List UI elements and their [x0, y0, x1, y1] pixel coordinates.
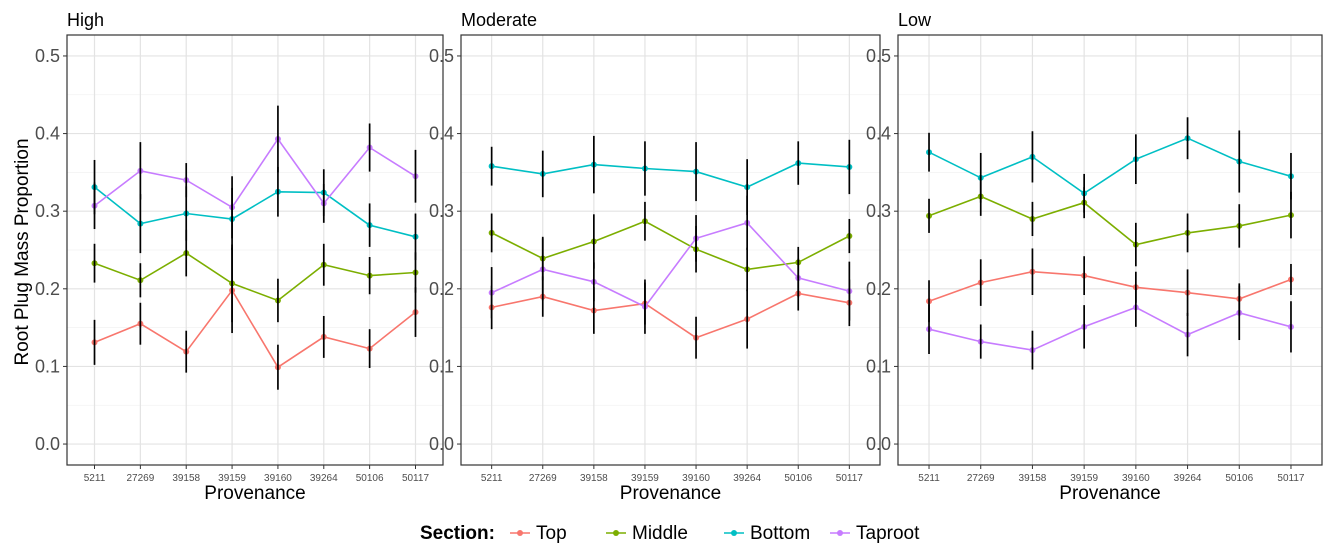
series-line — [94, 288, 416, 369]
x-tick-label: 5211 — [84, 473, 106, 484]
panel-title: Moderate — [461, 10, 537, 30]
y-tick-label: 0.0 — [866, 434, 891, 454]
panel-low: 0.0 0.1 0.2 0.3 0.4 0.5 5211 27269 39158 39159 391… — [866, 10, 1323, 504]
y-tick-label: 0.4 — [35, 124, 60, 144]
panel-border — [460, 34, 881, 466]
y-tick-label: 0.3 — [429, 201, 454, 221]
y-tick-label: 0.5 — [429, 46, 454, 66]
error-bars-taproot — [490, 195, 851, 334]
panel-title: High — [67, 10, 104, 30]
error-bars-taproot — [928, 285, 1292, 370]
y-axis-title: Root Plug Mass Proportion — [12, 138, 33, 365]
error-bars-taproot — [93, 105, 417, 239]
series-line — [491, 221, 850, 308]
y-tick-label: 0.1 — [35, 356, 60, 376]
x-tick-label: 50117 — [402, 473, 430, 484]
x-axis-title: Provenance — [1059, 483, 1160, 504]
legend-label: Top — [536, 523, 567, 544]
x-tick-label: 39160 — [1122, 473, 1150, 484]
x-tick-label: 39158 — [1019, 473, 1047, 484]
x-tick-label: 50106 — [1225, 473, 1253, 484]
series-line — [928, 306, 1292, 351]
y-tick-label: 0.3 — [866, 201, 891, 221]
legend-key-point — [613, 530, 619, 536]
series-top — [926, 268, 1294, 305]
error-bars-bottom — [928, 117, 1292, 213]
series-middle — [926, 193, 1294, 248]
x-tick-label: 27269 — [529, 473, 557, 484]
x-tick-label: 39159 — [218, 473, 246, 484]
x-tick-label: 39159 — [1070, 473, 1098, 484]
series-line — [94, 252, 416, 302]
y-tick-label: 0.4 — [429, 124, 454, 144]
y-tick-label: 0.1 — [866, 356, 891, 376]
x-axis-title: Provenance — [204, 483, 305, 504]
x-tick-label: 39158 — [172, 473, 200, 484]
error-bars-bottom — [490, 135, 851, 216]
x-tick-label: 39160 — [682, 473, 710, 484]
legend-entry-top: Top — [510, 523, 567, 544]
y-tick-label: 0.4 — [866, 124, 891, 144]
y-tick-label: 0.2 — [35, 279, 60, 299]
series-line — [928, 270, 1292, 302]
x-tick-label: 39264 — [733, 473, 761, 484]
series-line — [94, 137, 416, 209]
x-tick-label: 50117 — [836, 473, 864, 484]
x-tick-label: 39158 — [580, 473, 608, 484]
series-middle — [488, 218, 853, 273]
panel-border — [66, 34, 444, 466]
legend-key-point — [837, 530, 843, 536]
x-tick-label: 50106 — [356, 473, 384, 484]
legend-title: Section: — [420, 523, 495, 544]
series-line — [94, 186, 416, 238]
panel-title: Low — [898, 10, 932, 30]
x-tick-label: 39264 — [310, 473, 338, 484]
legend-label: Middle — [632, 523, 688, 544]
series-top — [488, 290, 853, 341]
series-line — [491, 162, 850, 188]
y-tick-label: 0.0 — [429, 434, 454, 454]
legend: Section: Top Middle Bottom Taproot — [420, 523, 920, 544]
x-tick-label: 27269 — [126, 473, 154, 484]
legend-entry-taproot: Taproot — [830, 523, 920, 544]
legend-entry-bottom: Bottom — [724, 523, 810, 544]
series-bottom — [488, 160, 853, 191]
x-tick-label: 50106 — [784, 473, 812, 484]
x-tick-label: 5211 — [918, 473, 940, 484]
legend-key-point — [517, 530, 523, 536]
panel-border — [897, 34, 1323, 466]
y-tick-label: 0.1 — [429, 356, 454, 376]
series-line — [928, 137, 1292, 195]
legend-key-point — [731, 530, 737, 536]
panels: 0.0 0.1 0.2 0.3 0.4 0.5 5211 27269 39158 39159 391… — [35, 10, 1323, 504]
y-tick-label: 0.5 — [866, 46, 891, 66]
panel-high: 0.0 0.1 0.2 0.3 0.4 0.5 5211 27269 39158 39159 391… — [35, 10, 444, 504]
series-line — [491, 220, 850, 271]
y-tick-label: 0.3 — [35, 201, 60, 221]
y-tick-label: 0.2 — [429, 279, 454, 299]
y-tick-label: 0.2 — [866, 279, 891, 299]
legend-entry-middle: Middle — [606, 523, 688, 544]
error-bars-middle — [93, 229, 417, 323]
x-tick-label: 5211 — [481, 473, 503, 484]
series-line — [491, 292, 850, 339]
legend-label: Bottom — [750, 523, 810, 544]
x-axis-title: Provenance — [620, 483, 721, 504]
x-tick-label: 39160 — [264, 473, 292, 484]
x-tick-label: 27269 — [967, 473, 995, 484]
series-line — [928, 195, 1292, 246]
x-tick-label: 39264 — [1174, 473, 1202, 484]
y-tick-label: 0.5 — [35, 46, 60, 66]
legend-label: Taproot — [856, 523, 920, 544]
x-tick-label: 50117 — [1277, 473, 1305, 484]
panel-moderate: 0.0 0.1 0.2 0.3 0.4 0.5 5211 27269 39158 39159 391… — [429, 10, 881, 504]
y-tick-label: 0.0 — [35, 434, 60, 454]
x-tick-label: 39159 — [631, 473, 659, 484]
